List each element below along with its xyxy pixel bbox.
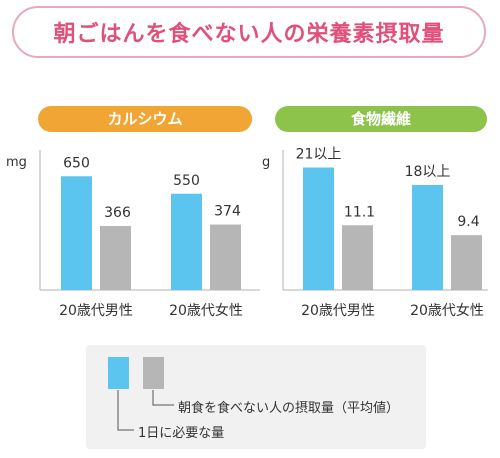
panel-header-1 xyxy=(38,106,252,132)
bar-required-1-2 xyxy=(171,193,202,290)
data-label-required-1-2: 550 xyxy=(173,173,200,189)
y-unit-label-2: g xyxy=(262,155,270,170)
category-label-1-2: 20歳代女性 xyxy=(169,302,243,319)
legend: 朝食を食べない人の摂取量（平均値） 1日に必要な量 xyxy=(86,345,426,449)
bar-intake-2-2 xyxy=(451,235,482,290)
legend-connectors xyxy=(117,390,174,431)
panel-header-2 xyxy=(275,106,487,132)
bar-intake-2-1 xyxy=(342,225,373,290)
category-label-2-1: 20歳代男性 xyxy=(301,303,375,319)
panel-title-2: 食物繊維 xyxy=(351,110,411,128)
data-label-required-2-2: 18以上 xyxy=(405,164,451,180)
y-unit-label-1: mg xyxy=(6,155,27,170)
legend-swatch-required xyxy=(108,357,129,389)
data-label-intake-1-1: 366 xyxy=(104,205,131,221)
charts-canvas: カルシウム mg 650 366 20歳代男性 550 374 20歳代女性 食物繊維 g 21以上… xyxy=(6,106,488,319)
data-label-required-2-1: 21以上 xyxy=(296,147,342,163)
bar-required-1-1 xyxy=(61,176,92,290)
data-label-intake-1-2: 374 xyxy=(214,204,241,220)
bar-intake-1-1 xyxy=(100,225,131,290)
legend-label-intake: 朝食を食べない人の摂取量（平均値） xyxy=(178,401,400,416)
data-label-required-1-1: 650 xyxy=(63,155,90,171)
bar-intake-1-2 xyxy=(210,224,241,290)
category-label-1-1: 20歳代男性 xyxy=(59,303,133,319)
data-label-intake-2-2: 9.4 xyxy=(457,214,479,230)
bar-required-2-1 xyxy=(303,167,334,290)
chart-title: 朝ごはんを食べない人の栄養素摂取量 xyxy=(12,6,486,58)
bar-required-2-2 xyxy=(412,185,443,290)
legend-swatch-intake xyxy=(143,357,164,389)
panel-title-1: カルシウム xyxy=(107,110,182,128)
category-label-2-2: 20歳代女性 xyxy=(410,302,484,319)
legend-label-required: 1日に必要な量 xyxy=(138,426,225,441)
data-label-intake-2-1: 11.1 xyxy=(344,204,375,220)
